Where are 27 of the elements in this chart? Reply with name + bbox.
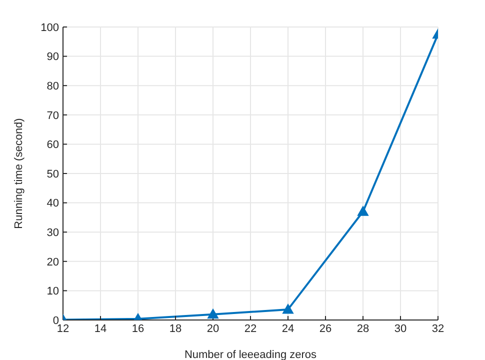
point xyxy=(358,206,368,216)
y-tick-label: 50 xyxy=(46,168,59,180)
y-axis-title: Running time (second) xyxy=(12,118,25,229)
y-tick-label: 30 xyxy=(46,227,59,240)
y-tick-label: 0 xyxy=(52,314,59,327)
x-tick-label: 18 xyxy=(169,322,182,335)
x-axis-title: Number of leeeading zeros xyxy=(184,349,318,360)
x-tick-label: 28 xyxy=(356,322,370,335)
x-tick-label: 16 xyxy=(132,322,144,335)
y-tick-label: 40 xyxy=(46,198,59,210)
y-tick-label: 60 xyxy=(46,139,59,152)
x-tick-label: 26 xyxy=(319,322,332,335)
y-tick-label: 80 xyxy=(46,80,59,93)
y-tick-label: 90 xyxy=(46,51,59,64)
y-tick-label: 70 xyxy=(46,110,59,122)
x-tick-label: 32 xyxy=(432,322,444,335)
x-tick-label: 30 xyxy=(394,322,407,335)
x-tick-label: 22 xyxy=(244,322,257,335)
point xyxy=(282,304,294,314)
x-tick-label: 20 xyxy=(206,322,220,335)
x-tick-label: 14 xyxy=(94,322,107,335)
point xyxy=(208,308,218,319)
y-tick-label: 10 xyxy=(46,286,59,298)
y-tick-label: 100 xyxy=(40,22,59,34)
x-tick-label: 24 xyxy=(282,322,294,335)
x-tick-label: 12 xyxy=(56,322,70,335)
y-tick-label: 20 xyxy=(46,256,59,268)
